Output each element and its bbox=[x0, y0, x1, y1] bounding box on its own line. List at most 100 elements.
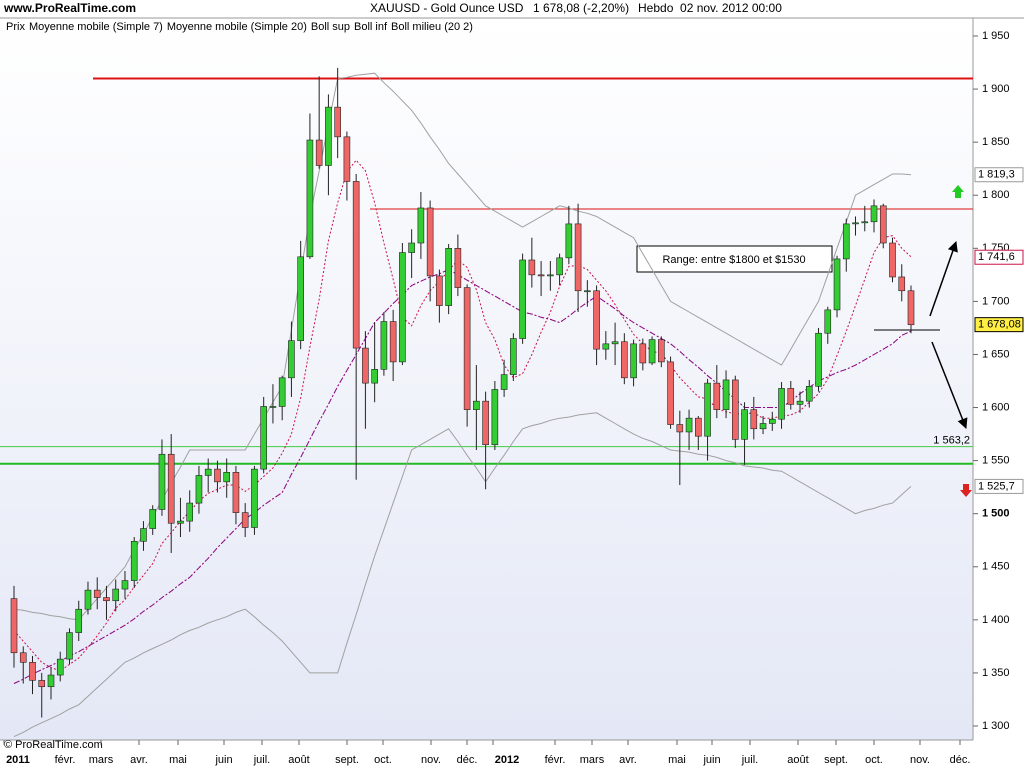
y-tick-label: 1 300 bbox=[982, 720, 1010, 732]
legend-item: Boll milieu (20 2) bbox=[391, 21, 473, 33]
candle-body bbox=[167, 453, 175, 524]
candle-body bbox=[768, 418, 776, 424]
candle-body bbox=[436, 275, 443, 306]
series-line bbox=[13, 159, 912, 672]
price-label-box bbox=[974, 249, 1024, 265]
candle-body bbox=[362, 347, 369, 384]
x-tick-label: mars bbox=[580, 754, 605, 766]
y-tick-label: 1 850 bbox=[982, 136, 1010, 148]
period: Hebdo 02 nov. 2012 00:00 bbox=[638, 1, 782, 15]
candle-body bbox=[658, 339, 665, 363]
candle-body bbox=[907, 290, 915, 326]
x-tick-label: oct. bbox=[865, 754, 883, 766]
candle-body bbox=[759, 423, 767, 430]
candle-body bbox=[787, 388, 795, 405]
x-tick-label: sept. bbox=[335, 754, 359, 766]
candle-body bbox=[861, 221, 869, 224]
y-tick-label: 1 900 bbox=[982, 83, 1010, 95]
candle-body bbox=[177, 520, 184, 524]
candle-body bbox=[722, 379, 730, 410]
y-tick-label: 1 350 bbox=[982, 667, 1010, 679]
candle-body bbox=[491, 389, 499, 445]
candle-body bbox=[158, 453, 166, 510]
candle-body bbox=[389, 321, 397, 363]
series-line bbox=[13, 268, 912, 684]
x-tick-label: 2012 bbox=[495, 754, 519, 766]
candle-body bbox=[852, 222, 859, 225]
candle-body bbox=[204, 468, 212, 476]
candle-body bbox=[352, 181, 360, 349]
y-tick-label: 1 600 bbox=[982, 401, 1010, 413]
candle-body bbox=[630, 343, 637, 379]
x-tick-label: avr. bbox=[619, 754, 637, 766]
down-icon bbox=[960, 484, 972, 497]
candle-body bbox=[528, 259, 536, 276]
candle-body bbox=[731, 379, 739, 440]
price-label: 1 525,7 bbox=[978, 480, 1015, 492]
candle-body bbox=[140, 528, 147, 542]
x-tick-label: août bbox=[288, 754, 309, 766]
candle-body bbox=[870, 205, 878, 223]
candle-body bbox=[676, 424, 684, 433]
candle-body bbox=[56, 658, 64, 676]
candle-body bbox=[611, 341, 619, 345]
x-tick-label: sept. bbox=[824, 754, 848, 766]
candle-body bbox=[602, 343, 610, 350]
y-tick-label: 1 800 bbox=[982, 189, 1010, 201]
candle-body bbox=[334, 106, 341, 138]
x-tick-label: 2011 bbox=[6, 754, 30, 766]
arrow-down bbox=[931, 341, 968, 429]
candle-body bbox=[556, 257, 563, 276]
y-tick-label: 1 650 bbox=[982, 348, 1010, 360]
up-icon bbox=[952, 185, 964, 198]
candle-body bbox=[454, 248, 462, 288]
legend-item: Boll sup bbox=[311, 21, 350, 33]
price-label: 1 678,08 bbox=[978, 319, 1021, 331]
candle-body bbox=[149, 509, 157, 529]
candle-body bbox=[93, 589, 101, 598]
last-price: 1 678,08 (-2,20%) bbox=[533, 1, 629, 15]
candle-body bbox=[695, 417, 702, 437]
candle-body bbox=[537, 274, 545, 277]
y-tick-label: 1 450 bbox=[982, 561, 1010, 573]
candle-body bbox=[130, 540, 138, 581]
site: www.ProRealTime.com bbox=[3, 1, 136, 15]
candle-body bbox=[805, 386, 813, 402]
candle-body bbox=[519, 259, 526, 339]
candle-body bbox=[473, 400, 480, 410]
candle-body bbox=[241, 512, 249, 528]
candle-body bbox=[251, 468, 258, 528]
candle-body bbox=[648, 339, 656, 364]
candle-body bbox=[741, 409, 748, 440]
price-label: 1 741,6 bbox=[978, 251, 1015, 263]
legend-item: Boll inf bbox=[354, 21, 388, 33]
candle-body bbox=[103, 597, 110, 602]
price-label: 1 819,3 bbox=[978, 169, 1015, 181]
candle-body bbox=[38, 680, 46, 688]
candle-body bbox=[685, 417, 693, 433]
candle-body bbox=[842, 223, 850, 260]
x-tick-label: août bbox=[787, 754, 808, 766]
candle-body bbox=[75, 608, 83, 633]
candle-body bbox=[713, 382, 721, 410]
x-tick-label: juin bbox=[214, 754, 232, 766]
candle-body bbox=[269, 406, 277, 408]
candle-body bbox=[778, 388, 785, 420]
x-tick-label: juil. bbox=[741, 754, 759, 766]
x-tick-label: déc. bbox=[457, 754, 478, 766]
x-tick-label: déc. bbox=[950, 754, 971, 766]
series-line bbox=[13, 412, 912, 738]
x-tick-label: févr. bbox=[545, 754, 566, 766]
chart-title: XAUUSD - Gold Ounce USD bbox=[370, 1, 524, 15]
candle-body bbox=[639, 343, 647, 364]
x-tick-label: févr. bbox=[55, 754, 76, 766]
price-label-box bbox=[974, 478, 1024, 494]
candle-body bbox=[482, 400, 489, 445]
candle-body bbox=[343, 136, 351, 182]
x-tick-label: nov. bbox=[421, 754, 441, 766]
candle-body bbox=[417, 207, 425, 244]
legend-item: Prix bbox=[6, 21, 25, 33]
candle-body bbox=[29, 662, 36, 681]
